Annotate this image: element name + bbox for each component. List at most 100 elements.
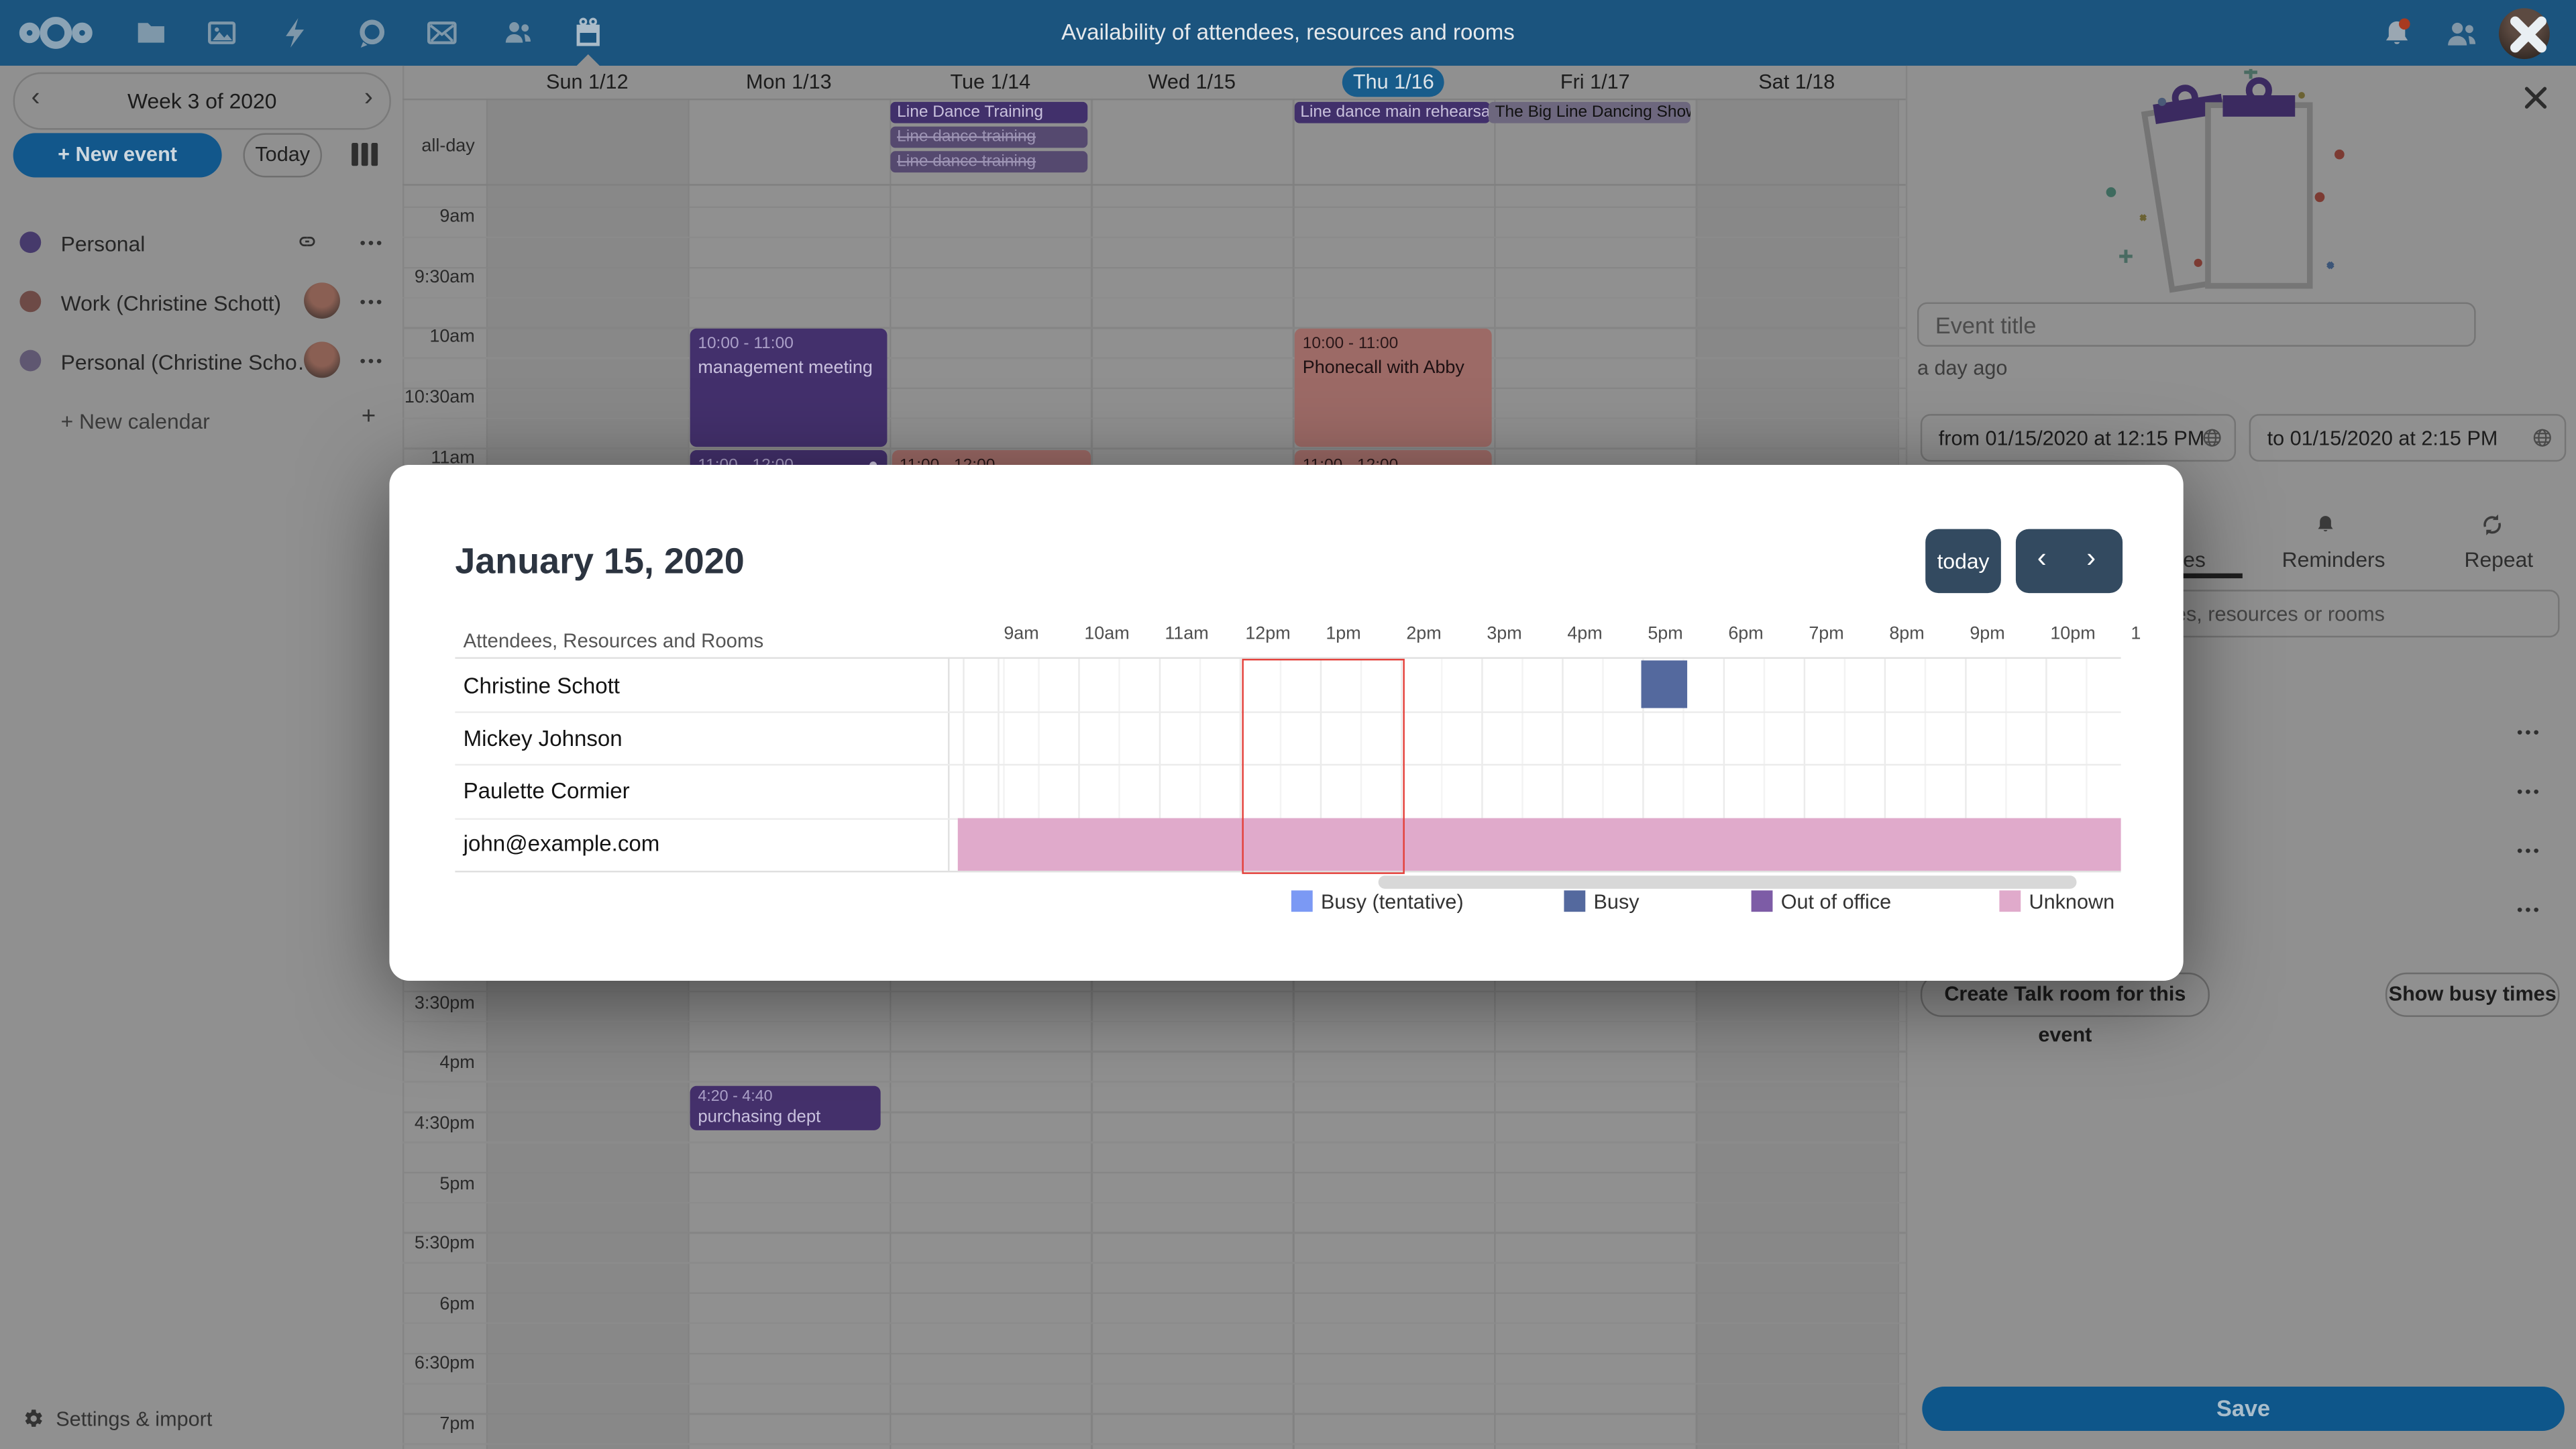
busy-block (1641, 660, 1688, 708)
tab-reminders[interactable]: Reminders (2282, 547, 2385, 572)
availability-modal: January 15, 2020 today ‹ › Attendees, Re… (389, 465, 2184, 981)
attendee-row: Mickey Johnson (463, 726, 623, 751)
calendar-menu-icon[interactable]: ••• (360, 353, 385, 372)
next-week-icon[interactable]: › (364, 83, 373, 112)
talk-app-icon[interactable] (355, 16, 388, 49)
settings-import-label: Settings & import (56, 1407, 213, 1432)
previous-week-icon[interactable]: ‹ (31, 83, 40, 112)
create-talk-room-button[interactable]: Create Talk room for this event (1920, 972, 2210, 1046)
next-day-icon[interactable]: › (2086, 542, 2096, 574)
to-datetime-field[interactable]: to 01/15/2020 at 2:15 PM (2249, 414, 2567, 462)
day-header[interactable]: Mon 1/13 (746, 70, 832, 94)
row-border (455, 870, 2121, 873)
calendar-color-dot (19, 290, 42, 313)
hour-label: 9am (1004, 624, 1039, 645)
time-label: 9am (439, 207, 475, 227)
allday-event-declined[interactable]: Line dance training (890, 150, 1088, 173)
close-icon[interactable] (2524, 85, 2548, 110)
allday-divider (402, 184, 1906, 186)
notifications-bell-icon[interactable] (2379, 16, 2412, 49)
legend-label: Out of office (1780, 890, 1892, 914)
files-app-icon[interactable] (135, 16, 168, 49)
reminders-bell-icon (2313, 513, 2338, 545)
week-label: Week 3 of 2020 (127, 89, 277, 113)
time-label: 6pm (439, 1293, 475, 1313)
time-label: 10:30am (404, 387, 475, 408)
mail-app-icon[interactable] (425, 16, 458, 49)
event-purchasing-dept[interactable]: 4:20 - 4:40 purchasing dept (690, 1085, 881, 1130)
hour-label: 2pm (1406, 624, 1442, 645)
plus-icon: + (361, 402, 376, 431)
event-phonecall-with-abby[interactable]: 10:00 - 11:00 Phonecall with Abby (1294, 327, 1492, 446)
event-title-input[interactable] (1917, 302, 2476, 347)
new-event-button[interactable]: + New event (13, 133, 222, 178)
legend-swatch-busy-tentative (1291, 890, 1313, 912)
hour-label: 10pm (2050, 624, 2096, 645)
header-contacts-menu-icon[interactable] (2443, 16, 2476, 49)
nextcloud-logo-icon[interactable] (18, 13, 94, 53)
top-bar: Availability of attendees, resources and… (0, 0, 2576, 66)
hour-label: 10am (1084, 624, 1130, 645)
week-navigation: ‹ Week 3 of 2020 › (13, 72, 391, 130)
from-datetime-field[interactable]: from 01/15/2020 at 12:15 PM (1920, 414, 2237, 462)
time-label: 4pm (439, 1053, 475, 1073)
previous-day-icon[interactable]: ‹ (2037, 542, 2047, 574)
hour-label: 1pm (1326, 624, 1361, 645)
modal-today-button[interactable]: today (1925, 529, 2001, 594)
legend-swatch-out-of-office (1751, 890, 1773, 912)
event-management-meeting[interactable]: 10:00 - 11:00 management meeting (690, 327, 887, 446)
show-busy-times-button[interactable]: Show busy times (2385, 972, 2560, 1017)
calendar-menu-icon[interactable]: ••• (360, 294, 385, 313)
allday-event[interactable]: The Big Line Dancing Show (1488, 101, 1691, 123)
modal-title: January 15, 2020 (455, 540, 745, 582)
attendee-menu-icon[interactable]: ••• (2516, 724, 2542, 743)
modal-pager: ‹ › (2015, 529, 2123, 594)
hour-label: 11am (1165, 624, 1209, 645)
from-datetime-value: from 01/15/2020 at 12:15 PM (1938, 427, 2205, 451)
save-button[interactable]: Save (1922, 1386, 2565, 1432)
calendar-menu-icon[interactable]: ••• (360, 235, 385, 254)
timeline-scrollbar[interactable] (1378, 875, 2077, 888)
row-border (455, 764, 2121, 766)
event-title: management meeting (698, 357, 873, 378)
hour-label: 8pm (1889, 624, 1925, 645)
day-header-active[interactable]: Thu 1/16 (1352, 70, 1434, 94)
legend-label: Busy (1593, 890, 1640, 914)
today-button[interactable]: Today (243, 133, 323, 178)
hour-label: 5pm (1648, 624, 1683, 645)
day-header[interactable]: Sun 1/12 (546, 70, 629, 94)
photos-app-icon[interactable] (205, 16, 238, 49)
attendee-menu-icon[interactable]: ••• (2516, 902, 2542, 920)
selected-timespan-outline[interactable] (1242, 659, 1405, 874)
attendee-menu-icon[interactable]: ••• (2516, 843, 2542, 861)
day-header[interactable]: Sat 1/18 (1758, 70, 1835, 94)
allday-event-declined[interactable]: Line dance training (890, 125, 1088, 148)
attendee-menu-icon[interactable]: ••• (2516, 784, 2542, 802)
timezone-globe-icon[interactable] (2202, 427, 2223, 457)
active-day-pill (1342, 67, 1444, 97)
day-header[interactable]: Tue 1/14 (950, 70, 1031, 94)
share-link-icon[interactable] (296, 230, 319, 253)
to-datetime-value: to 01/15/2020 at 2:15 PM (2267, 427, 2498, 451)
activity-app-icon[interactable] (279, 16, 312, 49)
view-toggle-icon[interactable] (352, 143, 378, 166)
attendees-column-header: Attendees, Resources and Rooms (463, 629, 764, 653)
allday-event[interactable]: Line dance main rehearsal (1293, 101, 1490, 123)
unknown-availability-band (957, 818, 2121, 871)
day-header[interactable]: Fri 1/17 (1560, 70, 1630, 94)
calendar-app-icon[interactable] (572, 16, 604, 49)
tab-repeat[interactable]: Repeat (2464, 547, 2534, 572)
new-calendar-label: + New calendar (60, 409, 210, 434)
day-header[interactable]: Wed 1/15 (1148, 70, 1236, 94)
timezone-globe-icon[interactable] (2532, 427, 2553, 457)
time-label: 3:30pm (414, 993, 475, 1013)
allday-event[interactable]: Line Dance Training (890, 101, 1088, 123)
time-label: 5pm (439, 1173, 475, 1194)
time-label: 9:30am (414, 266, 475, 287)
contacts-app-icon[interactable] (501, 16, 534, 49)
calendar-owner-avatar (304, 282, 340, 319)
time-label: 10am (429, 327, 475, 347)
header-divider (402, 98, 1906, 101)
